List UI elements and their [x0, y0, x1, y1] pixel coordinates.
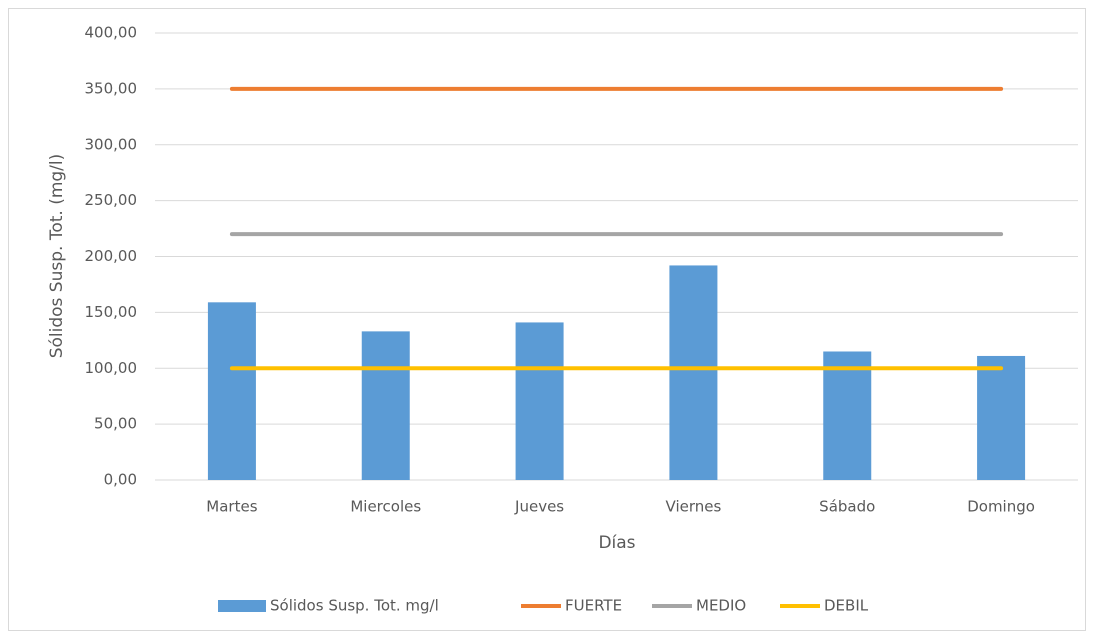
y-tick-label: 300,00 [85, 135, 138, 153]
legend-swatch [218, 600, 266, 612]
y-tick-label: 250,00 [85, 191, 138, 209]
y-axis-title: Sólidos Susp. Tot. (mg/l) [47, 154, 67, 359]
bar [669, 265, 718, 480]
x-axis-title: Días [598, 533, 635, 553]
x-tick-label: Jueves [514, 498, 564, 516]
bar [515, 322, 564, 480]
x-tick-label: Martes [206, 498, 257, 516]
legend-label: MEDIO [696, 597, 746, 615]
bar [823, 351, 872, 480]
bar [361, 331, 410, 480]
x-tick-label: Viernes [666, 498, 722, 516]
y-tick-label: 150,00 [85, 303, 138, 321]
y-tick-label: 350,00 [85, 79, 138, 97]
legend-label: Sólidos Susp. Tot. mg/l [270, 597, 439, 615]
y-tick-label: 400,00 [85, 24, 138, 42]
y-tick-label: 0,00 [104, 471, 137, 489]
y-tick-label: 200,00 [85, 247, 138, 265]
legend-label: FUERTE [565, 597, 622, 615]
y-tick-label: 100,00 [85, 359, 138, 377]
y-tick-label: 50,00 [94, 415, 137, 433]
bar [977, 355, 1026, 480]
chart-border [8, 8, 1086, 631]
x-tick-label: Miercoles [350, 498, 421, 516]
bar [207, 302, 256, 480]
x-tick-label: Domingo [967, 498, 1035, 516]
x-tick-label: Sábado [819, 498, 875, 516]
legend-label: DEBIL [824, 597, 869, 615]
